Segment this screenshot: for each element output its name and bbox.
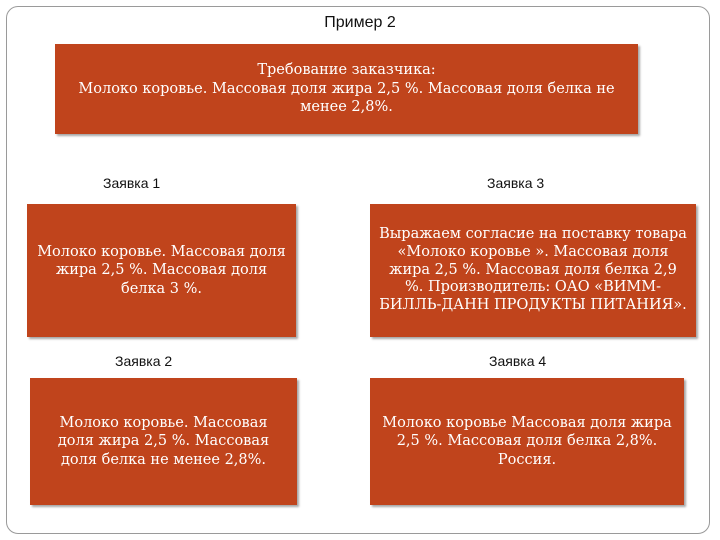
application-3-text: Выражаем согласие на поставку товара «Мо… (379, 226, 687, 314)
application-1-label: Заявка 1 (103, 175, 161, 191)
application-1-box: Молоко коровье. Массовая доля жира 2,5 %… (27, 204, 296, 337)
application-2-box: Молоко коровье. Массовая доля жира 2,5 %… (30, 378, 297, 505)
requirement-heading: Требование заказчика: (257, 62, 436, 79)
application-3-label: Заявка 3 (487, 175, 545, 191)
application-2-label: Заявка 2 (115, 353, 173, 369)
application-4-text: Молоко коровье Массовая доля жира 2,5 %.… (382, 414, 672, 468)
application-1-text: Молоко коровье. Массовая доля жира 2,5 %… (37, 243, 286, 297)
requirement-box: Требование заказчика: Молоко коровье. Ма… (55, 44, 638, 134)
slide-frame (6, 6, 710, 534)
application-4-label: Заявка 4 (489, 353, 547, 369)
application-3-box: Выражаем согласие на поставку товара «Мо… (370, 204, 696, 337)
application-4-box: Молоко коровье Массовая доля жира 2,5 %.… (370, 378, 684, 505)
requirement-text: Молоко коровье. Массовая доля жира 2,5 %… (78, 80, 615, 116)
application-2-text: Молоко коровье. Массовая доля жира 2,5 %… (57, 414, 270, 468)
slide-title: Пример 2 (324, 14, 396, 31)
